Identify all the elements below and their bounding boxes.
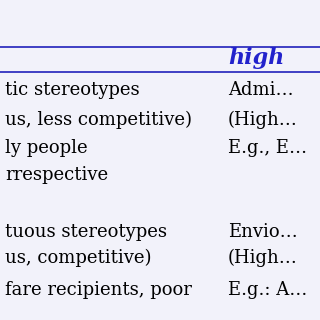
Text: ly people: ly people bbox=[5, 139, 88, 157]
Text: (High…: (High… bbox=[228, 249, 298, 267]
Text: tic stereotypes: tic stereotypes bbox=[5, 81, 140, 99]
Text: us, less competitive): us, less competitive) bbox=[5, 111, 192, 129]
Text: rrespective: rrespective bbox=[5, 166, 108, 184]
Text: Admi…: Admi… bbox=[228, 81, 294, 99]
Text: high: high bbox=[228, 47, 284, 69]
Text: tuous stereotypes: tuous stereotypes bbox=[5, 223, 167, 241]
Text: Envio…: Envio… bbox=[228, 223, 298, 241]
Text: fare recipients, poor: fare recipients, poor bbox=[5, 281, 192, 299]
Text: us, competitive): us, competitive) bbox=[5, 249, 151, 267]
Text: (High…: (High… bbox=[228, 111, 298, 129]
Text: E.g.: A…: E.g.: A… bbox=[228, 281, 308, 299]
Text: E.g., E…: E.g., E… bbox=[228, 139, 307, 157]
